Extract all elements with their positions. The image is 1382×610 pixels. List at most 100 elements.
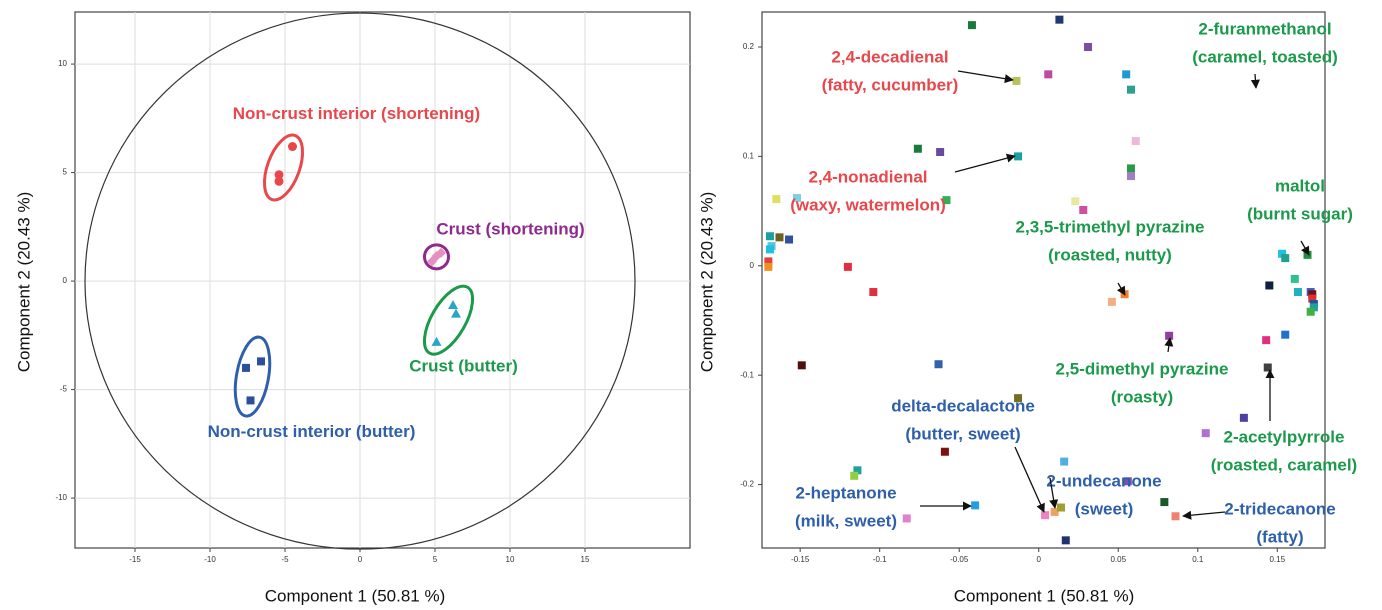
x-tick-label: -0.05 [950,555,969,564]
arrow [1300,240,1310,256]
compound-label: 2,5-dimethyl pyrazine [1056,359,1229,378]
arrow [1250,73,1260,89]
arrow [1182,510,1226,520]
point [1239,413,1248,422]
point [843,262,852,271]
point [765,245,774,254]
point [1290,274,1299,283]
y-axis-title: Component 2 (20.43 %) [14,192,33,373]
point [764,262,773,271]
point [1278,249,1287,258]
x-tick-label: 10 [506,555,515,564]
point [1055,15,1064,24]
point [1084,43,1093,52]
point [971,501,980,510]
point [772,195,781,204]
point [1165,331,1174,340]
group-label: Crust (butter) [409,357,518,376]
compound-label: 2-furanmethanol [1198,19,1331,38]
y-tick-label: 0 [750,261,755,270]
y-tick-label: 0.1 [743,152,755,161]
x-tick-label: -5 [281,555,289,564]
compound-label: (sweet) [1075,499,1134,518]
point [1131,137,1140,146]
compound-label: 2,3,5-trimethyl pyrazine [1016,217,1205,236]
group-ellipse [262,133,305,202]
point [288,142,297,152]
point [940,447,949,456]
compound-label: maltol [1275,176,1325,195]
compound-label: (butter, sweet) [905,424,1020,443]
x-tick-label: 0.1 [1192,555,1204,564]
point [934,360,943,369]
point [451,308,461,318]
compound-label: (roasted, nutty) [1048,245,1172,264]
compound-label: (waxy, watermelon) [790,195,946,214]
y-tick-label: 0.2 [743,42,755,51]
point [1014,394,1023,403]
point [1014,152,1023,161]
correlation-circle [84,12,636,550]
arrow [954,153,1016,173]
point [436,247,446,258]
y-tick-label: -10 [55,493,67,502]
point [764,257,773,266]
x-tick-label: -0.15 [791,555,810,564]
point [1041,511,1050,520]
point [1044,70,1053,79]
point [785,235,794,244]
point [1060,457,1069,466]
point [1056,503,1065,512]
point [1308,290,1317,299]
point [1265,281,1274,290]
point [1012,76,1021,85]
plot-frame [761,11,1326,549]
point [792,193,801,202]
point [1160,498,1169,507]
y-tick-label: -0.2 [740,480,754,489]
compound-label: 2,4-nonadienal [808,167,927,186]
y-tick-label: 5 [63,168,68,177]
compound-label: delta-decalactone [891,396,1035,415]
point [913,144,922,153]
point [1309,303,1318,312]
point [936,148,945,157]
group-ellipse [422,284,475,356]
point [274,176,284,186]
point [257,357,265,366]
arrow [1049,477,1059,509]
y-tick-label: -5 [60,385,68,394]
x-tick-label: 0.15 [1269,555,1285,564]
x-tick-label: 5 [433,555,438,564]
compound-label: (burnt sugar) [1247,204,1353,223]
point [1123,477,1132,486]
y-tick-label: -0.1 [740,370,754,379]
compound-label: (milk, sweet) [795,511,897,530]
group-ellipse [233,335,272,418]
compound-label: (roasted, caramel) [1211,455,1357,474]
x-tick-label: -0.1 [873,555,887,564]
y-axis-title: Component 2 (20.43 %) [697,192,716,373]
x-tick-label: 0 [1037,555,1042,564]
point [1071,197,1080,206]
arrow [957,70,1014,84]
group-label: Non-crust interior (butter) [208,422,416,441]
arrow [1164,337,1174,353]
point [1050,507,1059,516]
x-tick-label: -15 [129,555,141,564]
point [1061,536,1070,545]
y-tick-label: 0 [63,276,68,285]
x-axis-title: Component 1 (50.81 %) [954,586,1135,605]
point [1308,294,1317,303]
compound-label: (roasty) [1111,387,1173,406]
point [797,361,806,370]
compound-label: 2,4-decadienal [831,47,948,66]
point [1126,85,1135,94]
point [274,170,284,180]
group-label: Crust (shortening) [436,219,584,238]
compound-label: 2-heptanone [795,483,896,502]
point [967,21,976,30]
point [1171,512,1180,521]
point [1126,164,1135,173]
